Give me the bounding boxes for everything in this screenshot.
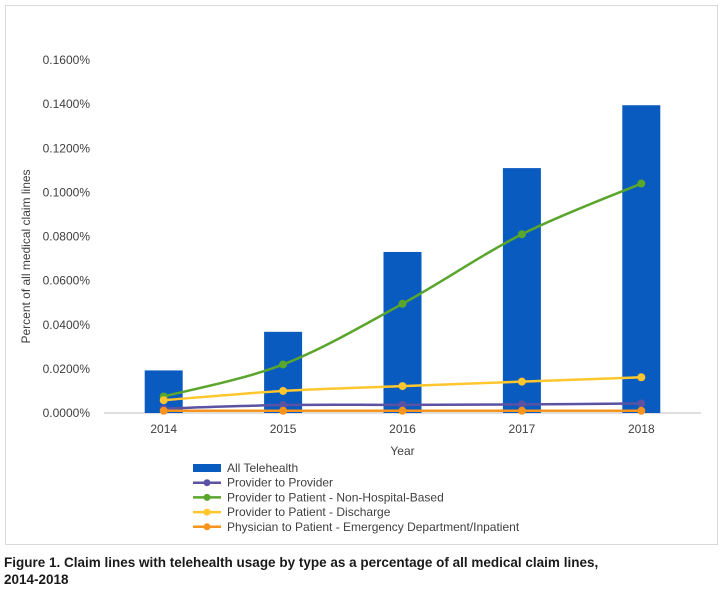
series-point-1 <box>398 299 407 308</box>
series-point-0 <box>398 400 407 409</box>
x-tick-label: 2017 <box>509 422 536 436</box>
y-tick-label: 0.0800% <box>43 230 91 244</box>
bar-all-telehealth <box>264 331 303 413</box>
legend-label: Provider to Provider <box>227 476 333 490</box>
bar-all-telehealth <box>502 168 541 413</box>
series-point-0 <box>637 399 646 408</box>
legend-label: All Telehealth <box>227 461 298 475</box>
series-point-3 <box>398 406 407 415</box>
series-point-1 <box>517 230 526 239</box>
series-point-2 <box>279 386 288 395</box>
series-point-0 <box>279 401 288 410</box>
y-tick-label: 0.1200% <box>43 141 91 155</box>
legend-swatch-point <box>203 523 211 531</box>
series-point-3 <box>637 406 646 415</box>
series-point-2 <box>398 382 407 391</box>
y-tick-label: 0.1400% <box>43 97 91 111</box>
series-point-1 <box>637 179 646 188</box>
x-axis-title: Year <box>390 444 414 458</box>
caption-line-2: 2014-2018 <box>4 572 69 587</box>
bar-all-telehealth <box>622 105 661 414</box>
series-point-0 <box>517 400 526 409</box>
series-point-3 <box>279 406 288 415</box>
y-axis-ticks: 0.0000% 0.0200% 0.0400% 0.0600% 0.0800% 0.100… <box>43 53 91 420</box>
legend-swatch-point <box>203 508 211 516</box>
y-tick-label: 0.1600% <box>43 53 91 67</box>
x-tick-label: 2015 <box>270 422 297 436</box>
y-tick-label: 0.0400% <box>43 318 91 332</box>
legend-swatch-point <box>203 479 211 487</box>
y-tick-label: 0.0000% <box>43 406 91 420</box>
y-tick-label: 0.1000% <box>43 185 91 199</box>
series-lines <box>159 179 646 415</box>
series-point-2 <box>517 377 526 386</box>
series-point-3 <box>517 406 526 415</box>
legend-swatch-bar <box>193 464 221 472</box>
legend-label: Physician to Patient - Emergency Departm… <box>227 520 520 534</box>
legend-label: Provider to Patient - Discharge <box>227 505 391 519</box>
series-point-2 <box>159 396 168 405</box>
chart-frame: 0.0000% 0.0200% 0.0400% 0.0600% 0.0800% 0.100… <box>5 5 718 545</box>
series-point-3 <box>159 406 168 415</box>
x-tick-label: 2018 <box>628 422 655 436</box>
x-tick-label: 2014 <box>150 422 177 436</box>
y-axis-title: Percent of all medical claim lines <box>19 169 33 343</box>
figure-caption: Figure 1. Claim lines with telehealth us… <box>4 554 714 588</box>
legend-swatch-point <box>203 493 211 501</box>
bars <box>144 105 661 414</box>
caption-line-1: Figure 1. Claim lines with telehealth us… <box>4 555 599 570</box>
legend-label: Provider to Patient - Non-Hospital-Based <box>227 490 444 504</box>
x-axis-ticks: 2014 2015 2016 2017 2018 <box>150 422 655 436</box>
y-tick-label: 0.0600% <box>43 274 91 288</box>
x-tick-label: 2016 <box>389 422 416 436</box>
chart-svg: 0.0000% 0.0200% 0.0400% 0.0600% 0.0800% 0.100… <box>19 53 701 534</box>
series-point-1 <box>279 360 288 369</box>
series-point-2 <box>637 373 646 382</box>
y-tick-label: 0.0200% <box>43 362 91 376</box>
